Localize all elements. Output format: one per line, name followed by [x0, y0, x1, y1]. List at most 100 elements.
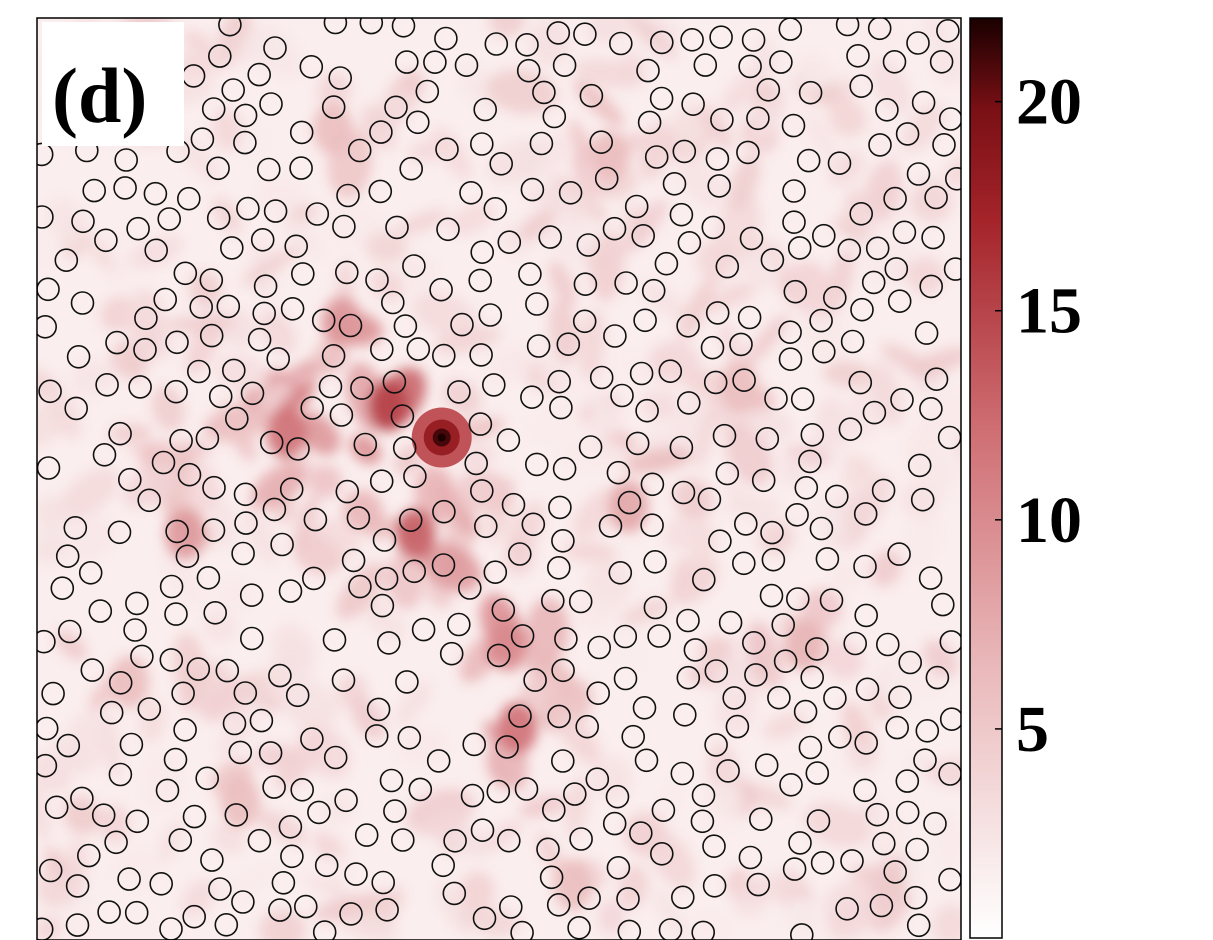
- heat-blob: [288, 202, 319, 224]
- scatterer-disk: [547, 369, 572, 394]
- scatterer-disk: [751, 468, 776, 493]
- heat-blob: [397, 256, 438, 289]
- scatterer-disk: [105, 330, 129, 355]
- scatterer-disk: [182, 904, 206, 929]
- scatterer-disk: [64, 396, 88, 421]
- scatterer-disk: [95, 372, 119, 397]
- scatterer-disk: [827, 151, 852, 175]
- scatterer-disk: [443, 828, 467, 853]
- scatterer-disk: [348, 574, 372, 599]
- scatterer-disk: [483, 197, 508, 221]
- scatterer-disk: [693, 53, 718, 77]
- scatterer-disk: [871, 831, 896, 856]
- scatterer-disk: [489, 152, 514, 176]
- scatterer-disk: [334, 788, 358, 813]
- heat-blob: [66, 515, 116, 561]
- heat-blob: [728, 154, 761, 211]
- scatterer-disk: [932, 133, 956, 157]
- scatterer-disk: [672, 702, 697, 727]
- scatterer-disk: [790, 923, 814, 940]
- scatterer-disk: [496, 428, 521, 452]
- heat-blob: [37, 234, 54, 275]
- scatterer-disk: [259, 92, 283, 116]
- heat-hotspot: [395, 508, 436, 561]
- scatterer-disk: [898, 650, 923, 675]
- scatterer-disk: [137, 697, 162, 721]
- scatterer-disk: [918, 566, 943, 590]
- heat-blob: [224, 863, 282, 900]
- scatterer-disk: [280, 296, 305, 321]
- scatterer-disk: [429, 277, 453, 302]
- scatterer-disk: [913, 748, 937, 773]
- scatterer-disk: [278, 814, 303, 839]
- heat-blob: [525, 597, 569, 665]
- scatterer-disk: [405, 110, 430, 135]
- scatterer-disk: [744, 663, 768, 687]
- scatterer-disk: [759, 583, 784, 608]
- panel-label: (d): [52, 52, 147, 139]
- scatterer-disk: [806, 809, 831, 833]
- scatterer-disk: [629, 361, 654, 386]
- scatterer-disk: [853, 502, 878, 526]
- scatterer-disk: [840, 329, 865, 354]
- scatterer-disk: [575, 714, 600, 739]
- scatterer-disk: [862, 400, 887, 425]
- scatterer-disk: [392, 436, 417, 460]
- heat-blob: [62, 711, 110, 775]
- scatterer-disk: [124, 900, 149, 925]
- scatterer-disk: [849, 202, 874, 226]
- scatterer-disks-layer: [37, 18, 961, 940]
- scatterer-disk: [843, 631, 868, 656]
- scatterer-disk: [483, 560, 508, 585]
- scatterer-disk: [911, 90, 936, 115]
- scatterer-disk: [769, 50, 793, 74]
- scatterer-disk: [459, 181, 483, 205]
- scatterer-disk: [376, 631, 401, 655]
- scatterer-disk: [640, 472, 665, 497]
- scatterer-disk: [200, 848, 224, 872]
- scatterer-disk: [385, 215, 409, 240]
- scatterer-disk: [435, 137, 459, 162]
- scatterer-disk: [548, 495, 572, 520]
- scatterer-disk: [644, 145, 669, 169]
- scatterer-disk: [921, 225, 945, 250]
- scatterer-disk: [515, 32, 539, 57]
- scatterer-disk: [375, 897, 399, 922]
- scatterer-disk: [300, 727, 324, 751]
- heat-blob: [250, 462, 305, 509]
- scatterer-disk: [501, 492, 526, 517]
- scatterer-disk: [359, 18, 384, 35]
- heat-blob: [176, 135, 221, 182]
- scatterer-disk: [334, 260, 359, 285]
- heat-blob: [844, 474, 892, 537]
- scatterer-disk: [782, 857, 807, 881]
- heat-blob: [295, 412, 341, 455]
- scatterer-disk: [712, 423, 737, 448]
- heat-blob: [903, 826, 943, 896]
- scatterer-disk: [371, 870, 396, 895]
- scatterer-disk: [541, 798, 566, 822]
- scatterer-disk: [677, 231, 702, 255]
- scatterer-disk: [114, 148, 138, 172]
- scatterer-disk: [690, 809, 715, 834]
- heat-blob: [163, 546, 202, 607]
- heat-blob: [585, 245, 613, 274]
- scatterer-disk: [186, 657, 211, 681]
- scatterer-disk: [196, 565, 221, 590]
- scatterer-disk: [867, 18, 892, 41]
- heat-blob: [386, 553, 424, 610]
- scatterer-disk: [755, 426, 780, 451]
- scatterer-disk: [887, 289, 912, 314]
- scatterer-disk: [924, 185, 948, 210]
- heat-blob: [240, 245, 303, 286]
- scatterer-disk: [201, 97, 226, 121]
- scatterer-disk: [709, 25, 733, 50]
- heat-blob: [71, 360, 119, 393]
- scatterer-disk: [838, 417, 863, 442]
- scatterer-disk: [66, 344, 91, 369]
- scatterer-disk: [91, 803, 116, 828]
- scatterer-disk: [587, 635, 612, 660]
- scatterer-disk: [364, 724, 389, 748]
- scatterer-disk: [189, 295, 213, 319]
- heat-blob: [678, 276, 716, 342]
